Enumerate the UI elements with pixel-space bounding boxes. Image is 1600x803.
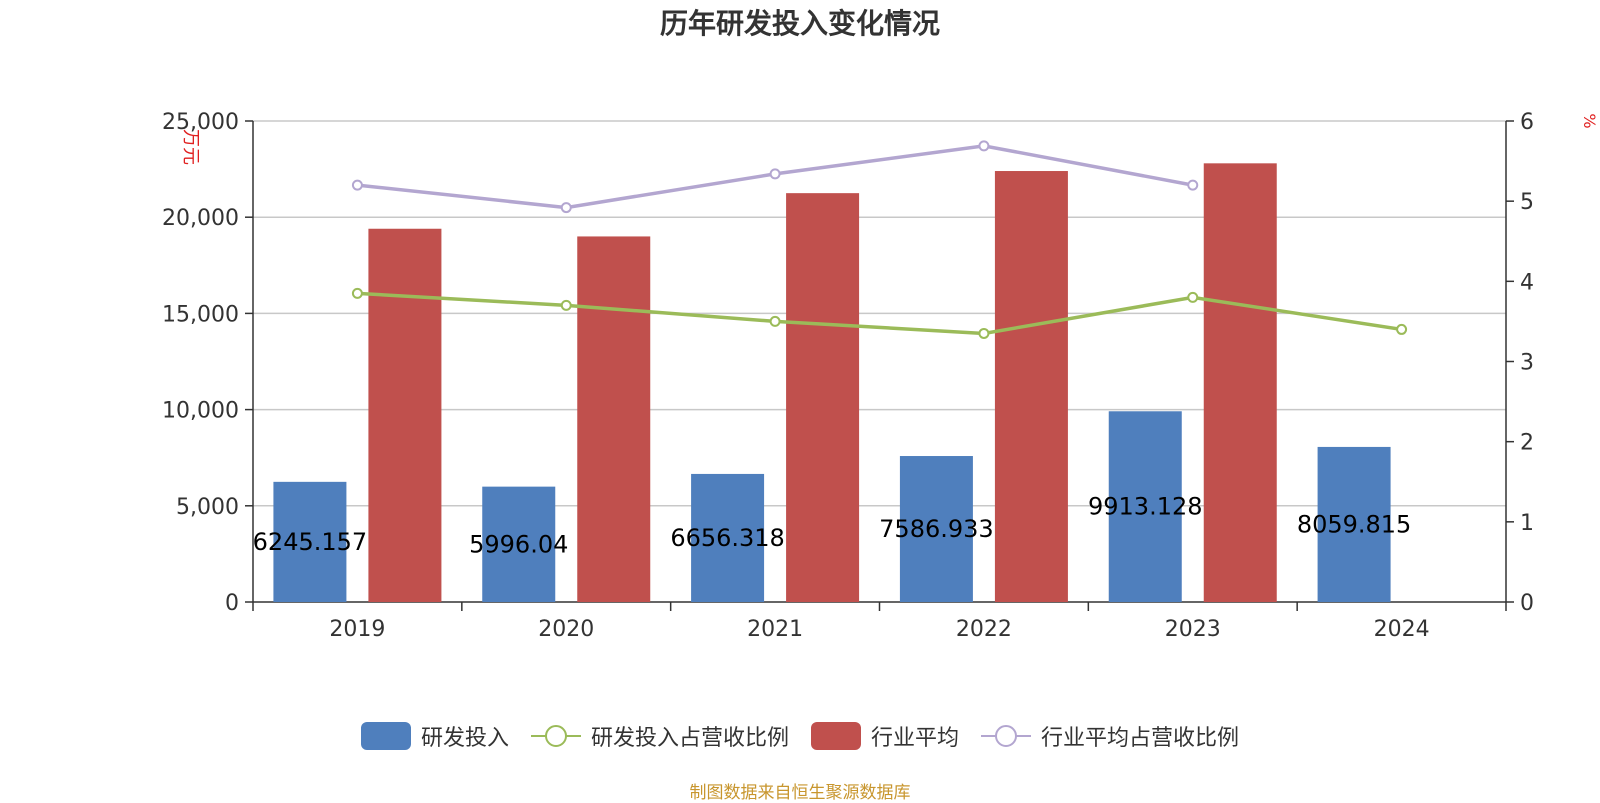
y-right-tick-label: 3 (1520, 351, 1534, 376)
legend-bar-swatch (811, 722, 861, 750)
line-rd-ratio (357, 291, 1402, 336)
line-point-rd-ratio (560, 299, 572, 311)
y-left-tick-label: 20,000 (162, 206, 239, 231)
bar-industry-average (368, 228, 442, 602)
y-left-axis-label: 万元 (180, 129, 201, 165)
line-point-industry-ratio (560, 202, 572, 214)
bar-industry-average (1203, 163, 1277, 602)
y-right-tick-label: 1 (1520, 511, 1534, 536)
bar-industry-average (577, 236, 651, 602)
bar-rd-investment (1317, 446, 1391, 602)
line-point-industry-ratio (769, 168, 781, 180)
line-point-rd-ratio (351, 287, 363, 299)
x-tick-label: 2020 (538, 617, 594, 642)
line-point-industry-ratio (978, 140, 990, 152)
y-right-tick-label: 6 (1520, 110, 1534, 135)
bar-data-label: 6245.157 (253, 528, 368, 556)
bar-data-label: 5996.04 (469, 530, 568, 558)
y-right-tick-label: 2 (1520, 431, 1534, 456)
bar-rd-investment (273, 481, 347, 602)
legend-item[interactable]: 研发投入 (360, 720, 509, 752)
legend-item[interactable]: 行业平均 (811, 720, 959, 752)
y-left-tick-label: 10,000 (162, 399, 239, 424)
y-left-tick-label: 25,000 (162, 110, 239, 135)
legend-label: 研发投入 (420, 726, 509, 751)
line-point-rd-ratio (978, 327, 990, 339)
legend-line-swatch (530, 725, 581, 747)
x-tick-label: 2022 (956, 617, 1012, 642)
bar-data-label: 6656.318 (670, 524, 785, 552)
y-right-tick-label: 0 (1520, 591, 1534, 616)
y-right-axis-label: % (1580, 113, 1599, 128)
x-tick-label: 2019 (329, 617, 385, 642)
bar-data-label: 8059.815 (1297, 510, 1412, 538)
y-right-tick-label: 5 (1520, 190, 1534, 215)
y-left-tick-label: 0 (225, 591, 239, 616)
line-point-industry-ratio (351, 179, 363, 191)
chart-title: 历年研发投入变化情况 (659, 7, 940, 40)
bar-rd-investment (899, 456, 973, 602)
y-right-tick-label: 4 (1520, 270, 1534, 295)
legend-item[interactable]: 行业平均占营收比例 (981, 720, 1239, 752)
bar-industry-average (786, 193, 860, 602)
legend-label: 研发投入占营收比例 (590, 726, 789, 751)
legend-line-swatch (981, 725, 1032, 747)
bar-industry-average (994, 171, 1068, 603)
source-note: 制图数据来自恒生聚源数据库 (689, 783, 911, 803)
line-point-rd-ratio (1187, 291, 1199, 303)
bar-rd-investment (482, 486, 556, 602)
line-point-rd-ratio (769, 315, 781, 327)
y-left-tick-label: 15,000 (162, 302, 239, 327)
legend-bar-swatch (360, 722, 411, 750)
bar-data-label: 7586.933 (879, 515, 994, 543)
bar-rd-investment (1108, 411, 1182, 602)
legend-label: 行业平均 (871, 726, 960, 751)
legend-label: 行业平均占营收比例 (1041, 726, 1240, 751)
legend-item[interactable]: 研发投入占营收比例 (530, 720, 789, 752)
x-tick-label: 2021 (747, 617, 803, 642)
line-point-industry-ratio (1187, 179, 1199, 191)
legend: 研发投入 研发投入占营收比例 行业平均 行业平均占营收比例 (0, 718, 1600, 754)
bar-rd-investment (691, 473, 765, 602)
bar-data-label: 9913.128 (1088, 493, 1203, 521)
y-left-tick-label: 5,000 (176, 495, 239, 520)
x-tick-label: 2023 (1165, 617, 1221, 642)
line-point-rd-ratio (1396, 323, 1408, 335)
x-tick-label: 2024 (1374, 617, 1430, 642)
